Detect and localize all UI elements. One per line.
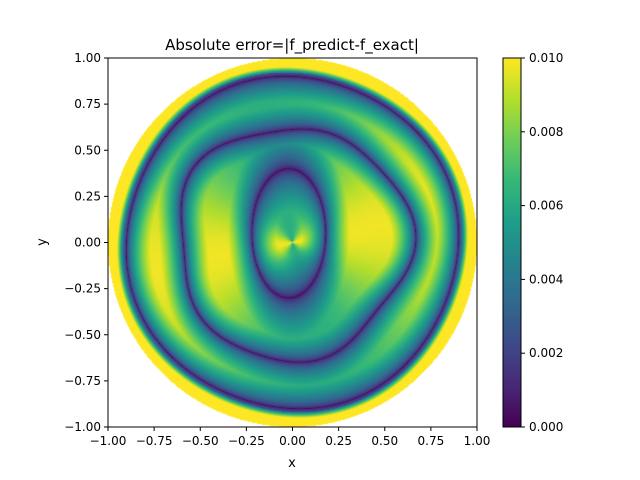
colorbar-axis: 0.000 0.002 0.004 0.006 0.008 0.010 bbox=[521, 51, 563, 434]
colorbar: 0.000 0.002 0.004 0.006 0.008 0.010 bbox=[502, 51, 563, 434]
y-tick-label: 1.00 bbox=[74, 51, 101, 65]
x-tick-label: 0.50 bbox=[371, 434, 398, 448]
y-tick-label: 0.25 bbox=[74, 189, 101, 203]
y-tick-label: 0.00 bbox=[74, 236, 101, 250]
y-axis: −1.00 −0.75 −0.50 −0.25 0.00 0.25 0.50 0.75 1.00 bbox=[64, 51, 108, 434]
plot-area bbox=[107, 57, 478, 428]
y-tick-label: −1.00 bbox=[64, 420, 101, 434]
x-tick-label: 0.25 bbox=[325, 434, 352, 448]
chart-title: Absolute error=|f_predict-f_exact| bbox=[165, 36, 419, 55]
error-heatmap bbox=[108, 58, 477, 427]
colorbar-tick-label: 0.006 bbox=[529, 199, 563, 213]
colorbar-tick-label: 0.004 bbox=[529, 272, 563, 286]
colorbar-gradient bbox=[503, 58, 521, 427]
colorbar-tick-label: 0.002 bbox=[529, 346, 563, 360]
x-tick-label: −0.75 bbox=[136, 434, 173, 448]
x-tick-label: 0.00 bbox=[279, 434, 306, 448]
colorbar-tick-label: 0.008 bbox=[529, 125, 563, 139]
y-tick-label: 0.75 bbox=[74, 97, 101, 111]
x-axis-label: x bbox=[288, 456, 296, 471]
colorbar-frame bbox=[502, 57, 522, 428]
colorbar-tick-label: 0.000 bbox=[529, 420, 563, 434]
y-tick-label: −0.75 bbox=[64, 374, 101, 388]
colorbar-tick-label: 0.010 bbox=[529, 51, 563, 65]
y-tick-label: 0.50 bbox=[74, 143, 101, 157]
x-tick-label: −0.25 bbox=[228, 434, 265, 448]
y-tick-label: −0.50 bbox=[64, 328, 101, 342]
x-tick-label: 0.75 bbox=[418, 434, 445, 448]
x-tick-label: −1.00 bbox=[90, 434, 127, 448]
y-axis-label: y bbox=[35, 238, 50, 246]
y-tick-label: −0.25 bbox=[64, 282, 101, 296]
x-axis: −1.00 −0.75 −0.50 −0.25 0.00 0.25 0.50 0.75 1.00 bbox=[90, 427, 491, 448]
x-tick-label: 1.00 bbox=[464, 434, 491, 448]
x-tick-label: −0.50 bbox=[182, 434, 219, 448]
